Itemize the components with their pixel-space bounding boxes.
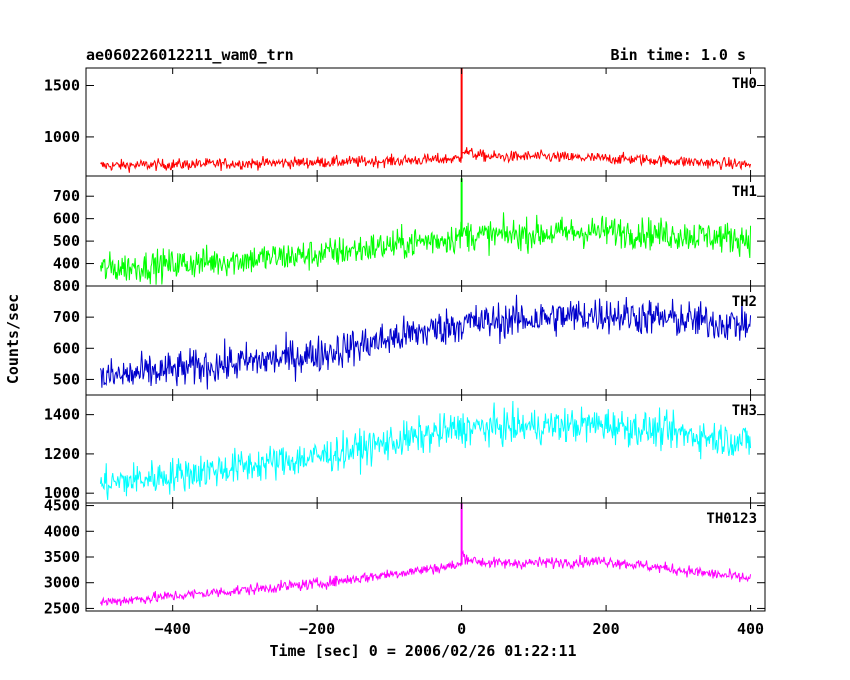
panel-th3: 1000 1200 1400 TH3: [44, 394, 766, 504]
y-tick-label: 1500: [44, 76, 80, 94]
y-tick-label: 400: [53, 255, 80, 273]
y-tick-label: 800: [53, 277, 80, 295]
y-tick-label: 4500: [44, 497, 80, 515]
x-tick-label: −400: [155, 620, 191, 638]
panels: 1000 1500 TH0 400 500 600 700 TH1 500 600 700 800 TH…: [44, 67, 766, 617]
y-tick-label: 1000: [44, 484, 80, 502]
x-axis-label: Time [sec] 0 = 2006/02/26 01:22:11: [269, 642, 576, 660]
y-tick-label: 700: [53, 187, 80, 205]
panel-label-th3: TH3: [732, 403, 757, 419]
y-tick-label: 500: [53, 232, 80, 250]
y-tick-label: 1200: [44, 445, 80, 463]
y-tick-label: 500: [53, 370, 80, 388]
x-tick-label: −200: [299, 620, 335, 638]
x-tick-label: 400: [737, 620, 764, 638]
panel-label-th2: TH2: [732, 294, 757, 310]
bin-time-label: Bin time: 1.0 s: [611, 46, 746, 64]
series-line-th0: [100, 147, 752, 173]
panel-th0: 1000 1500 TH0: [44, 67, 766, 177]
series-line-th1: [99, 212, 752, 285]
y-tick-label: 1400: [44, 406, 80, 424]
y-tick-label: 600: [53, 339, 80, 357]
y-tick-label: 3000: [44, 574, 80, 592]
panel-frame: [85, 394, 766, 504]
y-axis-label: Counts/sec: [4, 294, 22, 384]
panel-frame: [85, 285, 766, 396]
panel-label-th0: TH0: [732, 76, 757, 92]
series-line-th2: [99, 294, 752, 390]
series-line-th3: [99, 401, 752, 501]
x-tick-label: 0: [457, 620, 466, 638]
y-tick-label: 3500: [44, 548, 80, 566]
y-tick-label: 700: [53, 308, 80, 326]
panel-th1: 400 500 600 700 TH1: [53, 175, 766, 287]
chart-title: ae060226012211_wam0_trn: [86, 46, 294, 64]
panel-th0123: 2500 3000 3500 4000 4500 TH0123: [44, 497, 766, 617]
x-tick-label: 200: [593, 620, 620, 638]
y-tick-label: 1000: [44, 128, 80, 146]
series-line-th0123: [99, 549, 752, 607]
y-tick-label: 600: [53, 210, 80, 228]
panel-frame: [85, 502, 766, 612]
panel-label-th1: TH1: [732, 184, 757, 200]
y-tick-label: 4000: [44, 522, 80, 540]
y-tick-label: 2500: [44, 599, 80, 617]
panel-th2: 500 600 700 800 TH2: [53, 277, 766, 396]
x-axis: −400 −200 0 200 400: [155, 620, 764, 638]
panel-label-th0123: TH0123: [706, 511, 757, 527]
